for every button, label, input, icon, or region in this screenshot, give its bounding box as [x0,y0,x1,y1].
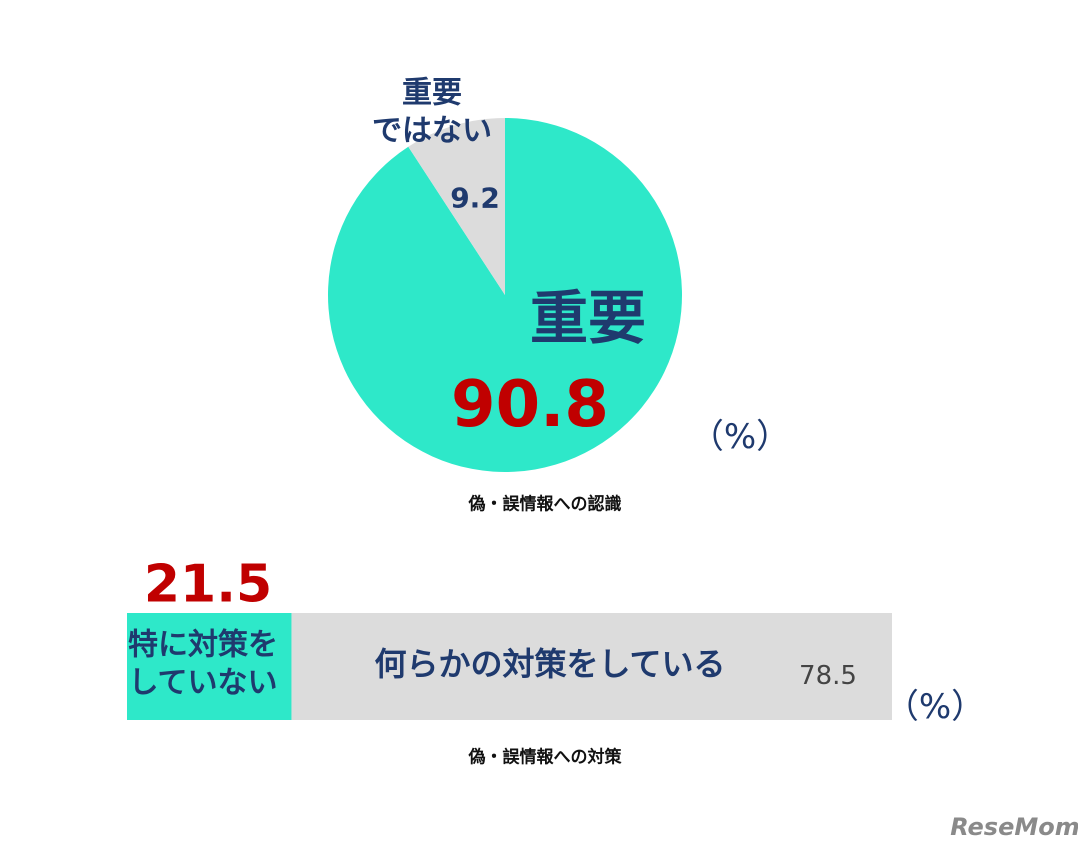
chart-caption: 偽・誤情報への認識 [468,494,622,515]
value-label: 78.5 [799,660,857,691]
value-label: 90.8 [451,368,609,442]
bar-segment [127,613,292,720]
legend-label: 何らかの対策をしている [374,645,726,683]
watermark: ReseMom [950,813,1078,841]
slice-label: 重要 ではない [372,75,492,149]
pie-slice [408,118,505,295]
unit-label: （%） [689,416,791,457]
legend-label: 特に対策を していない [128,627,278,701]
slice-label: 重要 [529,283,647,352]
value-label: 9.2 [450,181,500,215]
value-label: 21.5 [143,554,273,615]
bar-segment [291,613,893,720]
chart-caption: 偽・誤情報への対策 [468,747,622,768]
unit-label: （%） [884,686,986,727]
